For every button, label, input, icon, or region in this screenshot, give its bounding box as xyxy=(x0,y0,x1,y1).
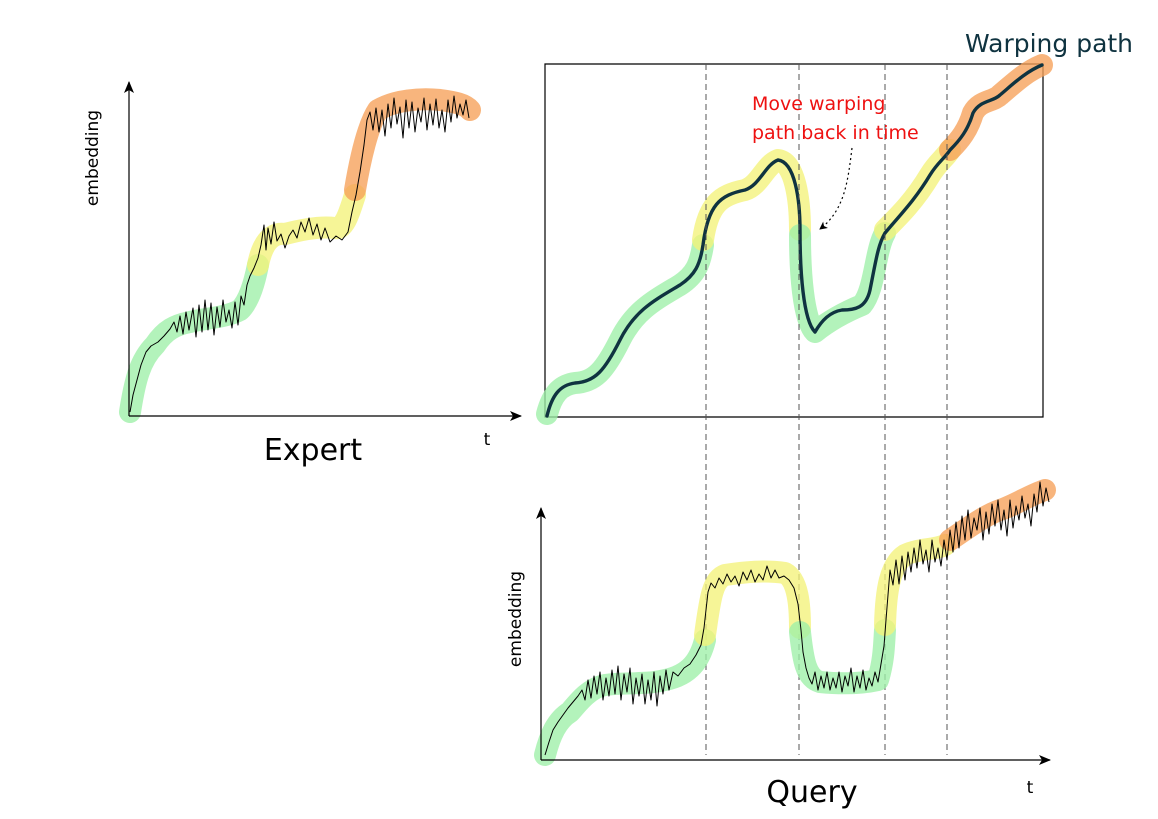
warping-matrix-frame xyxy=(544,63,1044,418)
expert-signal xyxy=(129,95,470,413)
query-panel: embedding t Query xyxy=(506,479,1056,810)
warping-path-curve xyxy=(545,63,1044,418)
warping-note-line1: Move warping xyxy=(752,93,885,115)
expert-phase-yellow xyxy=(247,184,366,276)
expert-panel: embedding t Expert xyxy=(83,81,522,468)
expert-phase-orange xyxy=(344,88,481,201)
query-phase-yellow-1 xyxy=(694,560,811,646)
warping-phase-yellow-1 xyxy=(692,149,811,251)
query-y-label: embedding xyxy=(506,571,526,667)
warping-note-line2: path back in time xyxy=(752,122,919,144)
warping-phase-orange xyxy=(939,54,1053,161)
query-phase-green-2 xyxy=(789,619,896,695)
expert-phase-green xyxy=(119,254,269,423)
warping-panel: Warping path Move warping path back in t… xyxy=(536,29,1133,755)
query-phase-yellow-2 xyxy=(874,534,956,636)
query-x-label: t xyxy=(1027,778,1034,798)
expert-caption: Expert xyxy=(264,433,363,468)
note-arrow xyxy=(819,147,853,230)
query-caption: Query xyxy=(766,775,857,810)
warping-title: Warping path xyxy=(965,29,1133,58)
query-phase-green-1 xyxy=(534,629,716,766)
expert-y-label: embedding xyxy=(83,110,103,206)
query-signal xyxy=(544,481,1050,756)
expert-x-label: t xyxy=(484,430,491,450)
